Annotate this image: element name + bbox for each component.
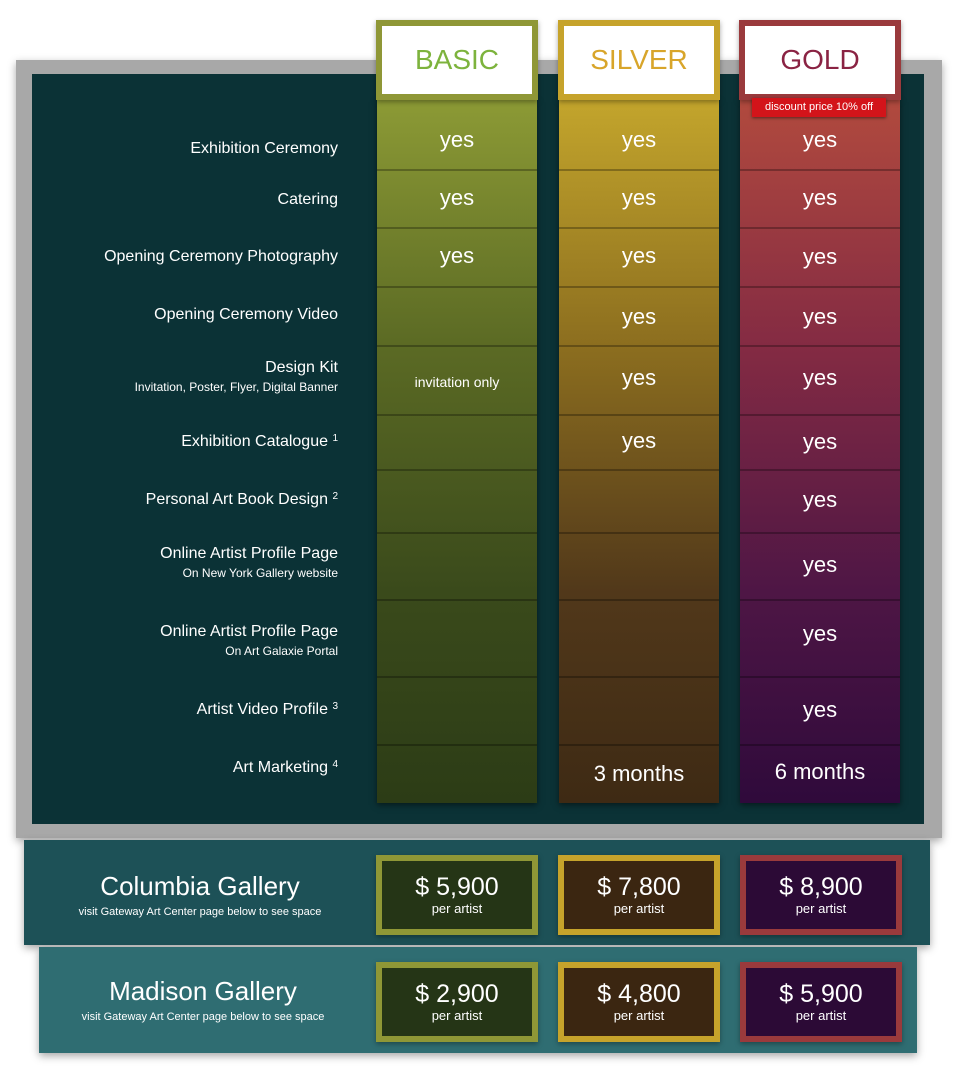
- footnote-marker: 4: [332, 759, 338, 770]
- gallery-subtitle: visit Gateway Art Center page below to s…: [81, 1011, 325, 1023]
- basic-cell: yes: [439, 243, 475, 268]
- gold-plan-header[interactable]: GOLD: [739, 20, 901, 100]
- madison-silver-price[interactable]: $ 4,800 per artist: [558, 962, 720, 1042]
- gallery-name: Madison Gallery: [109, 976, 297, 1006]
- columbia-gold-price[interactable]: $ 8,900 per artist: [740, 855, 902, 935]
- feature-sublabel: Invitation, Poster, Flyer, Digital Banne…: [134, 380, 338, 394]
- silver-plan-column: yes yes yes yes yes yes 3 months: [559, 100, 719, 803]
- silver-plan-header[interactable]: SILVER: [558, 20, 720, 100]
- feature-sublabel: On Art Galaxie Portal: [225, 644, 338, 658]
- basic-plan-title: BASIC: [382, 26, 532, 94]
- price-amount: $ 2,900: [415, 980, 499, 1008]
- feature-label: Art Marketing 4: [232, 759, 338, 776]
- footnote-marker: 1: [332, 433, 338, 444]
- price-unit: per artist: [795, 901, 847, 916]
- feature-label: Opening Ceremony Video: [154, 306, 338, 323]
- madison-gold-price[interactable]: $ 5,900 per artist: [740, 962, 902, 1042]
- gold-plan-title: GOLD: [745, 26, 895, 94]
- feature-label: Exhibition Ceremony: [190, 140, 338, 157]
- basic-cell: yes: [439, 127, 475, 152]
- basic-cell: yes: [439, 185, 475, 210]
- price-amount: $ 5,900: [779, 980, 863, 1008]
- gold-cell: yes: [802, 304, 838, 329]
- columbia-basic-price[interactable]: $ 5,900 per artist: [376, 855, 538, 935]
- silver-cell: yes: [621, 428, 657, 453]
- feature-sublabel: On New York Gallery website: [182, 566, 338, 580]
- gold-cell: 6 months: [774, 759, 866, 784]
- price-unit: per artist: [613, 1008, 665, 1023]
- price-amount: $ 8,900: [779, 873, 863, 901]
- gold-cell: yes: [802, 697, 838, 722]
- silver-plan-title: SILVER: [564, 26, 714, 94]
- silver-cell: yes: [621, 185, 657, 210]
- basic-plan-column: yes yes yes invitation only: [377, 100, 537, 803]
- price-unit: per artist: [431, 1008, 483, 1023]
- gold-plan-column: yes yes yes yes yes yes yes yes yes yes …: [740, 100, 900, 803]
- silver-cell: yes: [621, 127, 657, 152]
- gallery-name: Columbia Gallery: [100, 871, 300, 901]
- gallery-subtitle: visit Gateway Art Center page below to s…: [78, 906, 322, 918]
- feature-label: Online Artist Profile Page On Art Galaxie…: [38, 622, 338, 659]
- gold-cell: yes: [802, 487, 838, 512]
- feature-label: Opening Ceremony Photography: [104, 248, 338, 265]
- feature-label: Catering: [277, 191, 338, 208]
- footnote-marker: 2: [332, 491, 338, 502]
- feature-label: Online Artist Profile Page On New York Ga…: [38, 544, 338, 581]
- silver-cell: 3 months: [593, 761, 685, 786]
- gold-cell: yes: [802, 127, 838, 152]
- feature-label: Artist Video Profile 3: [196, 701, 338, 718]
- silver-cell: yes: [621, 365, 657, 390]
- madison-basic-price[interactable]: $ 2,900 per artist: [376, 962, 538, 1042]
- columbia-silver-price[interactable]: $ 7,800 per artist: [558, 855, 720, 935]
- basic-plan-header[interactable]: BASIC: [376, 20, 538, 100]
- feature-label: Design Kit Invitation, Poster, Flyer, Dig…: [38, 358, 338, 395]
- feature-list: Exhibition Ceremony Catering Opening Cer…: [32, 74, 342, 824]
- basic-cell: invitation only: [414, 374, 500, 390]
- price-amount: $ 5,900: [415, 873, 499, 901]
- gold-cell: yes: [802, 621, 838, 646]
- gold-cell: yes: [802, 552, 838, 577]
- feature-label: Personal Art Book Design 2: [145, 491, 338, 508]
- price-unit: per artist: [431, 901, 483, 916]
- feature-label: Exhibition Catalogue 1: [181, 433, 338, 450]
- gold-cell: yes: [802, 185, 838, 210]
- silver-cell: yes: [621, 243, 657, 268]
- gold-cell: yes: [802, 365, 838, 390]
- silver-cell: yes: [621, 304, 657, 329]
- price-amount: $ 7,800: [597, 873, 681, 901]
- price-unit: per artist: [613, 901, 665, 916]
- price-unit: per artist: [795, 1008, 847, 1023]
- gold-cell: yes: [802, 429, 838, 454]
- price-amount: $ 4,800: [597, 980, 681, 1008]
- gold-cell: yes: [802, 244, 838, 269]
- gold-discount-badge: discount price 10% off: [752, 98, 886, 117]
- footnote-marker: 3: [332, 701, 338, 712]
